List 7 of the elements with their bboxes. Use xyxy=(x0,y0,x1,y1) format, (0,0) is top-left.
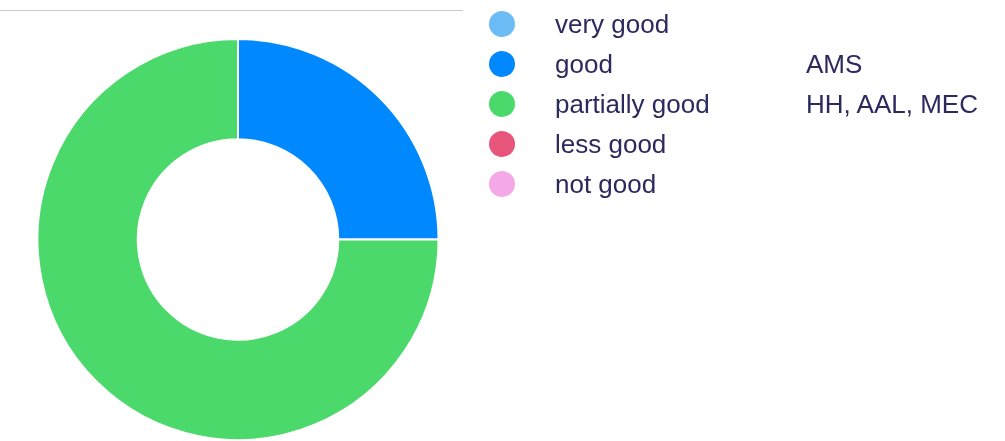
legend-label: very good xyxy=(555,8,670,40)
legend-label: not good xyxy=(555,168,657,200)
text: AMS xyxy=(806,48,863,79)
legend-label: good xyxy=(555,48,613,80)
legend-label: partially good xyxy=(555,88,710,120)
text: HH, AAL, MEC xyxy=(806,88,978,119)
legend-label: less good xyxy=(555,128,667,160)
